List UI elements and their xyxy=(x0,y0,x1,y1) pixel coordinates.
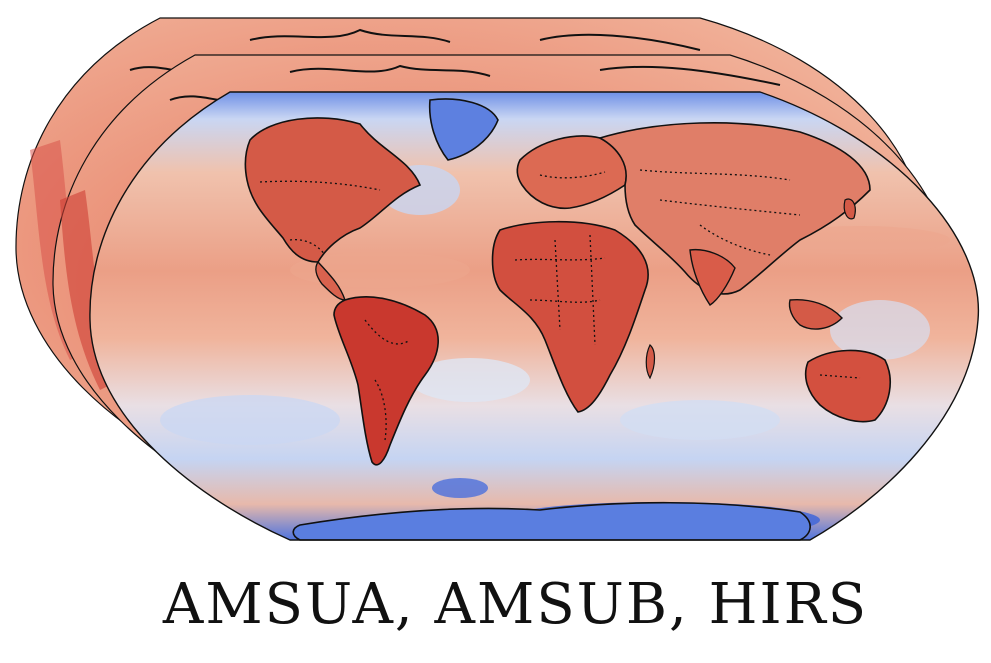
country-borders xyxy=(259,169,861,441)
land-japan xyxy=(843,198,856,220)
land-india xyxy=(689,248,736,306)
figure-caption: AMSUA, AMSUB, HIRS xyxy=(162,572,869,637)
land-southeast-asia xyxy=(788,298,843,330)
land-greenland xyxy=(428,98,499,161)
land-australia xyxy=(804,349,891,423)
land-europe xyxy=(516,135,627,210)
map-layer-front-outline xyxy=(89,91,980,541)
land-africa xyxy=(491,220,649,413)
land-madagascar xyxy=(645,344,656,380)
land-north-america xyxy=(244,117,422,263)
map-stack xyxy=(15,17,980,541)
land-central-america xyxy=(315,260,346,301)
land-south-america xyxy=(333,296,439,466)
map-layer-front xyxy=(89,91,980,541)
